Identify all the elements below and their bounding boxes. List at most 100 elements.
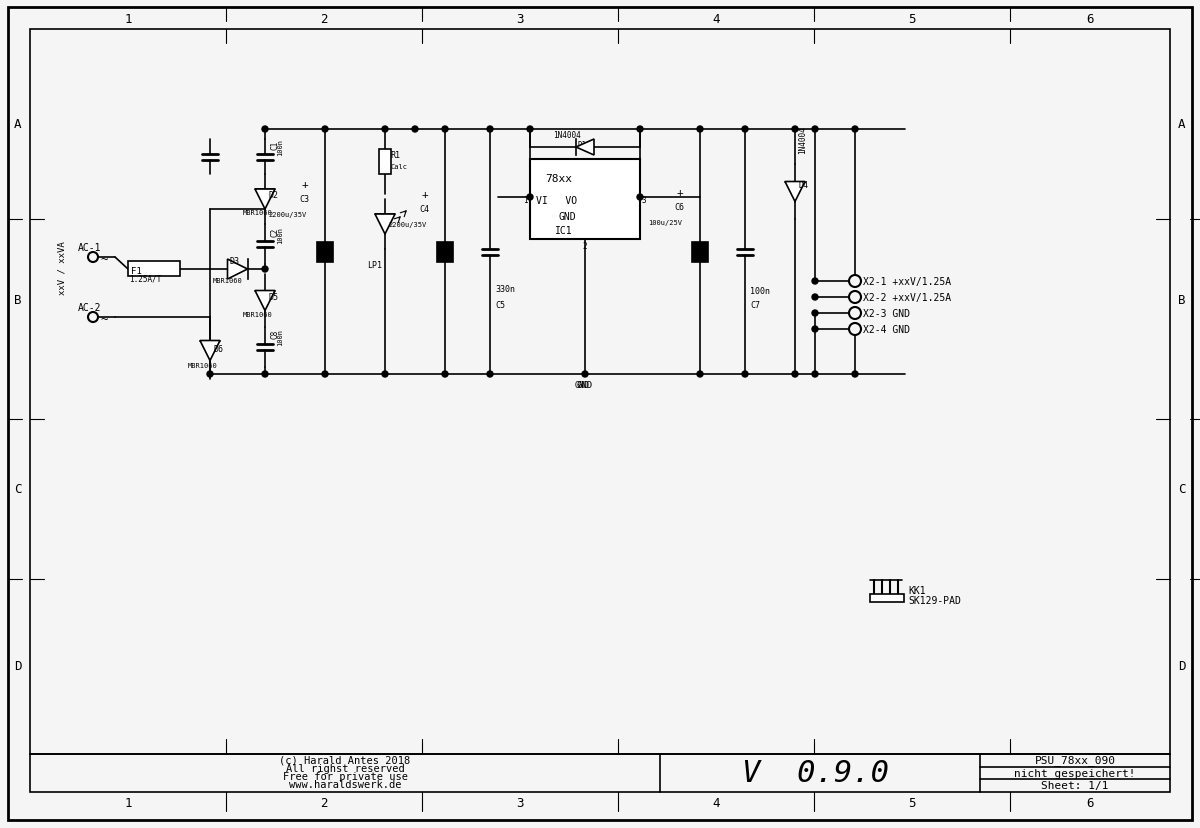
Text: 100n: 100n [750,287,770,296]
Circle shape [792,372,798,378]
Text: xxV / xxVA: xxV / xxVA [58,241,66,295]
Text: 1: 1 [125,797,132,810]
Text: Free for private use: Free for private use [282,771,408,781]
Text: 1N4004: 1N4004 [553,132,581,140]
Circle shape [582,372,588,378]
Circle shape [322,127,328,132]
Text: C7: C7 [750,301,760,310]
Text: 100n: 100n [277,227,283,244]
Bar [437,243,454,262]
Circle shape [442,127,448,132]
Circle shape [527,195,533,200]
Circle shape [487,372,493,378]
Text: 3: 3 [641,195,646,205]
Text: C3: C3 [299,195,310,205]
Text: 78xx: 78xx [545,174,572,184]
Text: 5: 5 [908,12,916,26]
Circle shape [442,372,448,378]
Polygon shape [256,291,275,311]
Text: 2: 2 [320,12,328,26]
Polygon shape [376,214,395,234]
Circle shape [792,127,798,132]
Text: 1: 1 [125,12,132,26]
Polygon shape [200,341,220,361]
Circle shape [382,372,388,378]
Text: D: D [1178,660,1186,672]
Circle shape [412,127,418,132]
Text: GND: GND [558,212,576,222]
Circle shape [637,195,643,200]
Text: +: + [421,190,428,200]
Bar [30,30,1170,754]
Text: Calc: Calc [390,164,407,170]
Text: AC-2: AC-2 [78,303,102,313]
Text: Sheet: 1/1: Sheet: 1/1 [1042,780,1109,790]
Polygon shape [256,190,275,209]
Text: R1: R1 [390,151,400,159]
Text: X2-1 +xxV/1.25A: X2-1 +xxV/1.25A [863,277,952,286]
Text: VI   VO: VI VO [536,195,577,205]
Circle shape [637,127,643,132]
Bar [317,243,334,262]
Circle shape [812,295,818,301]
Bar [30,754,1170,792]
Text: 5: 5 [908,797,916,810]
Circle shape [697,372,703,378]
Circle shape [852,127,858,132]
Circle shape [812,372,818,378]
Circle shape [262,127,268,132]
Circle shape [322,372,328,378]
Circle shape [742,372,748,378]
Text: C: C [14,483,22,496]
Circle shape [852,372,858,378]
Circle shape [382,127,388,132]
Bar [128,262,180,277]
Text: 1.25A/T: 1.25A/T [130,275,161,284]
Text: 2: 2 [583,242,587,251]
Polygon shape [785,182,805,202]
Text: D4: D4 [798,181,808,190]
Text: GND: GND [575,380,590,389]
Text: B: B [1178,293,1186,306]
Text: 1N4004: 1N4004 [798,126,808,154]
Circle shape [208,372,214,378]
Text: C4: C4 [419,205,430,214]
Text: 100n: 100n [277,329,283,346]
Circle shape [812,127,818,132]
Circle shape [742,127,748,132]
Circle shape [697,127,703,132]
Text: D5: D5 [268,293,278,302]
Text: MBR1060: MBR1060 [188,363,217,368]
Text: GND: GND [577,380,593,389]
Text: C: C [1178,483,1186,496]
Text: ~: ~ [100,253,108,266]
Text: 330n: 330n [496,285,515,294]
Bar [530,160,640,240]
Bar [692,243,708,262]
Text: 100n: 100n [277,139,283,156]
Text: C2: C2 [270,227,280,236]
Text: nicht gespeichert!: nicht gespeichert! [1014,768,1135,778]
Circle shape [812,310,818,316]
Polygon shape [576,140,594,156]
Circle shape [527,127,533,132]
Polygon shape [228,260,247,280]
Text: AC-1: AC-1 [78,243,102,253]
Text: LP1: LP1 [367,260,382,269]
Text: +: + [677,188,683,198]
Text: 1: 1 [523,195,528,205]
Text: PSU_78xx_090: PSU_78xx_090 [1034,754,1116,766]
Bar [379,150,391,175]
Text: A: A [1178,118,1186,132]
Circle shape [812,279,818,285]
Text: IC1: IC1 [556,226,572,236]
Text: 4: 4 [713,12,720,26]
Text: D1: D1 [577,142,587,151]
Circle shape [262,372,268,378]
Circle shape [487,127,493,132]
Circle shape [262,267,268,272]
Text: D: D [14,660,22,672]
Text: +: + [301,180,308,190]
Text: C6: C6 [674,203,684,212]
Text: A: A [14,118,22,132]
